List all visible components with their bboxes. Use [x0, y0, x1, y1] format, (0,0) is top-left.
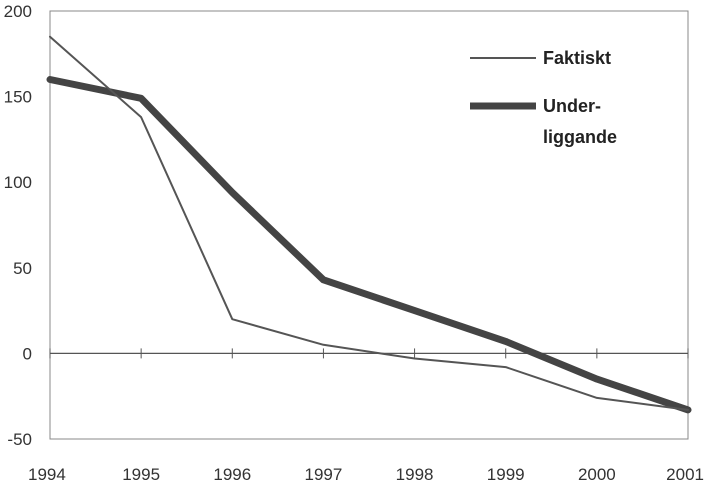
legend: Faktiskt Under- liggande: [470, 48, 617, 147]
y-tick-label: 0: [23, 344, 32, 363]
series-line-underliggande: [46, 76, 692, 414]
x-axis-ticks: 1994 1995 1996 1997 1998 1999 2000 2001: [28, 348, 704, 484]
series-lines: [46, 35, 692, 414]
x-tick-label: 1996: [213, 465, 251, 484]
x-tick-label: 1994: [28, 465, 66, 484]
y-tick-label: 200: [4, 2, 32, 21]
y-tick-label: -50: [7, 430, 32, 449]
x-tick-label: 1999: [487, 465, 525, 484]
x-tick-label: 2001: [666, 465, 704, 484]
x-tick-label: 1998: [396, 465, 434, 484]
x-tick-label: 1995: [122, 465, 160, 484]
y-tick-label: 50: [13, 259, 32, 278]
legend-label-underliggande-line1: Under-: [543, 96, 601, 116]
legend-label-faktiskt: Faktiskt: [543, 48, 611, 68]
series-line-faktiskt: [49, 35, 689, 411]
x-tick-label: 1997: [305, 465, 343, 484]
y-axis-ticks: 200 150 100 50 0 -50: [4, 2, 32, 449]
x-tick-label: 2000: [578, 465, 616, 484]
y-tick-label: 150: [4, 88, 32, 107]
legend-label-underliggande-line2: liggande: [543, 127, 617, 147]
plot-frame: [49, 10, 689, 440]
y-tick-label: 100: [4, 173, 32, 192]
